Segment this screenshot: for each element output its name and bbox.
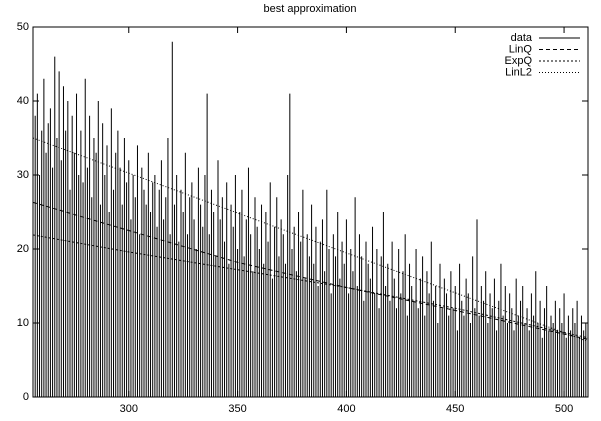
y-tick-label: 0: [23, 391, 29, 403]
x-tick-label: 450: [446, 403, 464, 415]
y-tick-label: 50: [17, 21, 29, 33]
x-tick-label: 400: [337, 403, 355, 415]
plot-border: [32, 26, 589, 398]
x-tick-label: 300: [120, 403, 138, 415]
x-tick-label: 500: [555, 403, 573, 415]
fit-line: [32, 201, 589, 340]
y-tick-label: 30: [17, 169, 29, 181]
chart-title: best approximation: [264, 3, 357, 15]
y-tick-label: 20: [17, 243, 29, 255]
legend-label: LinQ: [509, 43, 533, 55]
y-tick-label: 40: [17, 95, 29, 107]
legend-label: ExpQ: [504, 55, 532, 67]
x-tick-label: 350: [228, 403, 246, 415]
fit-line: [32, 234, 589, 339]
legend-label: data: [511, 32, 533, 44]
fit-line: [32, 137, 589, 342]
y-tick-label: 10: [17, 317, 29, 329]
legend-label: LinL2: [505, 66, 532, 78]
